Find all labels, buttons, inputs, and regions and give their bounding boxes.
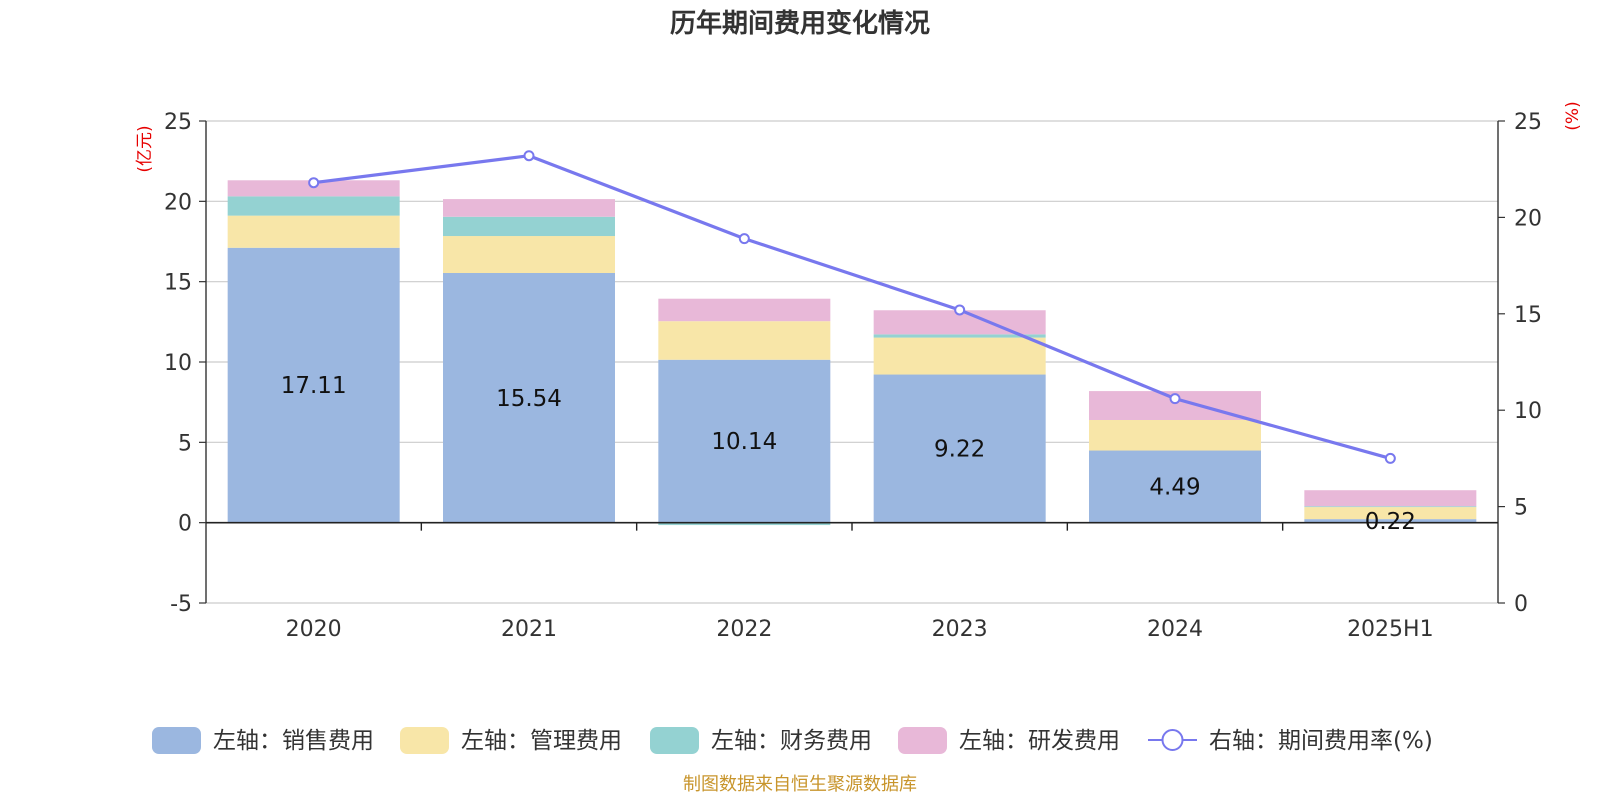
bar-segment xyxy=(227,215,400,248)
right-axis-unit: (%) xyxy=(1563,101,1583,130)
bar-segment xyxy=(658,321,831,360)
left-tick-label: 25 xyxy=(164,110,192,135)
bar-segment xyxy=(873,334,1046,338)
left-tick-label: 20 xyxy=(164,190,192,215)
rate-point xyxy=(1169,393,1181,405)
rate-line-path xyxy=(313,154,1391,460)
right-tick-label: 15 xyxy=(1514,303,1542,328)
bar-segment xyxy=(443,216,615,237)
rate-line xyxy=(308,150,1396,464)
legend-label: 左轴：研发费用 xyxy=(959,728,1120,754)
right-tick-label: 25 xyxy=(1514,110,1542,135)
legend-label: 右轴：期间费用率(%) xyxy=(1209,728,1433,754)
legend-swatch xyxy=(898,727,947,754)
bar-segment xyxy=(1304,506,1477,508)
bar-segment xyxy=(227,196,400,216)
bar-segment xyxy=(1304,507,1477,520)
bar-labels: 17.11 15.54 10.14 9.22 4.49 0.22 xyxy=(281,373,1416,535)
rate-point xyxy=(954,304,966,316)
bar-segment xyxy=(873,374,1046,523)
legend-swatch xyxy=(650,727,699,754)
category-label: 2024 xyxy=(1147,617,1203,642)
data-label: 9.22 xyxy=(934,437,985,463)
legend-label: 左轴：销售费用 xyxy=(213,728,374,754)
bar-segment xyxy=(443,236,615,273)
bar-segment xyxy=(443,199,615,217)
bar-segment xyxy=(873,337,1046,375)
right-tick-label: 20 xyxy=(1514,206,1542,231)
bar-segment xyxy=(443,272,615,523)
rate-point xyxy=(308,177,320,189)
bar-segment xyxy=(1089,420,1261,451)
bars xyxy=(227,180,1477,526)
category-label: 2022 xyxy=(716,617,772,642)
left-tick-label: -5 xyxy=(170,592,192,617)
data-label: 4.49 xyxy=(1149,475,1200,501)
bar-segment xyxy=(1304,490,1477,507)
rate-point xyxy=(523,150,535,162)
data-label: 15.54 xyxy=(496,386,562,412)
data-label: 10.14 xyxy=(711,429,777,455)
bar-segment xyxy=(658,298,831,322)
left-tick-label: 10 xyxy=(164,351,192,376)
bar-segment xyxy=(227,247,400,523)
bar-segment xyxy=(658,522,831,526)
chart-title: 历年期间费用变化情况 xyxy=(670,8,930,39)
category-label: 2025H1 xyxy=(1347,617,1434,642)
data-label: 17.11 xyxy=(281,373,347,399)
left-axis-unit: (亿元) xyxy=(135,125,155,172)
left-tick-label: 0 xyxy=(178,512,192,537)
rate-point xyxy=(1384,452,1396,464)
axes: -5 0 5 10 15 20 25 0 5 10 15 20 25 (亿元) (%) 2020 2021 202… xyxy=(135,101,1583,642)
legend: 左轴：销售费用 左轴：管理费用 左轴：财务费用 左轴：研发费用 右轴：期间费用率(%) xyxy=(152,727,1433,754)
bar-segment xyxy=(227,180,400,197)
right-tick-label: 10 xyxy=(1514,399,1542,424)
category-label: 2020 xyxy=(286,617,342,642)
legend-point-marker xyxy=(1161,729,1184,751)
legend-swatch xyxy=(152,727,201,754)
grid xyxy=(206,120,1498,604)
bar-segment xyxy=(1089,450,1261,523)
left-tick-label: 5 xyxy=(178,431,192,456)
legend-swatch xyxy=(400,727,449,754)
legend-label: 左轴：管理费用 xyxy=(461,728,622,754)
category-label: 2021 xyxy=(501,617,557,642)
left-tick-label: 15 xyxy=(164,271,192,296)
right-tick-label: 5 xyxy=(1514,496,1528,521)
data-label: 0.22 xyxy=(1365,509,1416,535)
legend-label: 左轴：财务费用 xyxy=(711,728,872,754)
bar-segment xyxy=(1304,519,1477,523)
rate-point xyxy=(738,233,750,245)
right-tick-label: 0 xyxy=(1514,592,1528,617)
category-label: 2023 xyxy=(932,617,988,642)
bar-segment xyxy=(658,359,831,523)
data-source: 制图数据来自恒生聚源数据库 xyxy=(683,774,917,795)
